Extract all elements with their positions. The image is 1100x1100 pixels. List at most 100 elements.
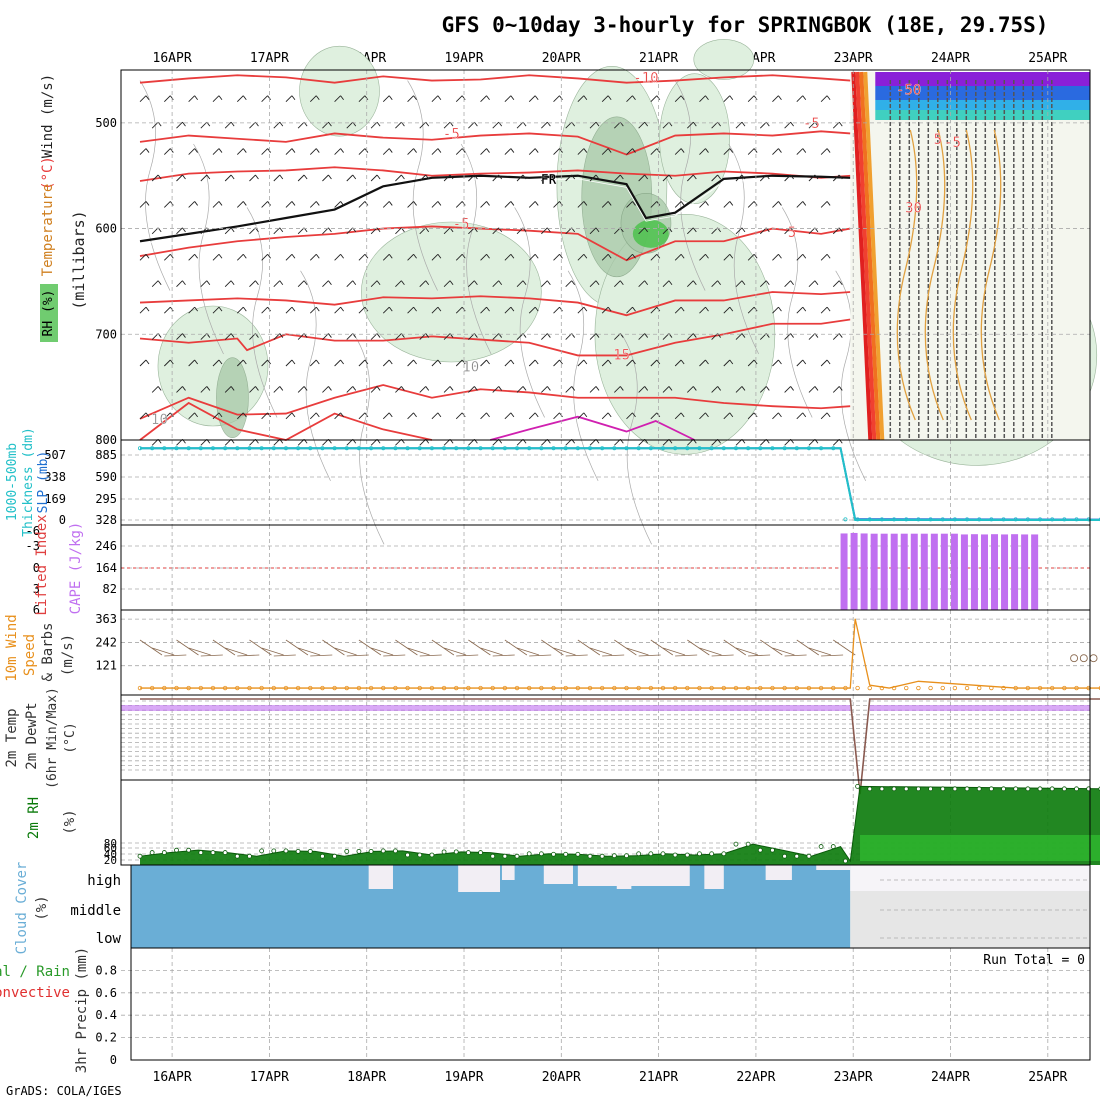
isotherm-label: 10 (462, 359, 479, 375)
ylabel-cape: CAPE (J/kg) (68, 522, 84, 615)
wind-barb (236, 95, 244, 103)
rh-marker (830, 844, 836, 849)
wind-barb-flag (729, 254, 734, 259)
wind-barb (674, 412, 682, 420)
wind-barb-flag (838, 227, 843, 233)
rh-marker (988, 786, 994, 792)
isotherm-label: -5 (803, 116, 820, 132)
wind-barb (431, 253, 439, 261)
wind-barb-flag (753, 95, 758, 100)
wind-speed-marker (794, 685, 799, 691)
wind-barb (650, 253, 658, 261)
wind-barb-flag (692, 333, 697, 338)
wind-barb (212, 253, 220, 261)
wind-speed-marker (916, 685, 921, 691)
wind-barb-flag (255, 386, 259, 391)
rh-marker (806, 853, 812, 859)
wind-barb-flag (486, 306, 490, 312)
date-label-top: 25APR (1028, 51, 1067, 66)
slp-marker (478, 446, 483, 451)
wind-barb-flag (705, 412, 709, 418)
wind-speed-marker (551, 685, 556, 691)
wind-barb-flag (242, 148, 247, 153)
wind-barb (796, 201, 804, 208)
wind-speed-marker (137, 685, 143, 691)
wind-barb (626, 201, 633, 208)
wind-speed-marker (867, 685, 872, 691)
wind-barb-flag (644, 121, 649, 127)
wind-barb (455, 148, 463, 155)
rh-marker (429, 852, 435, 858)
slp-marker (843, 517, 848, 522)
wind-barb-flag (680, 148, 685, 153)
wind-barb (164, 95, 171, 103)
wind-contour (246, 207, 278, 418)
rh-marker (1074, 786, 1079, 792)
wind-barb-flag (534, 254, 539, 259)
rh-marker (283, 848, 289, 854)
wind-barb (431, 306, 439, 314)
wind-barb (516, 280, 524, 288)
wind-barb-flag (595, 227, 600, 233)
wind-barb (309, 306, 317, 314)
wind-barb-flag (814, 386, 819, 391)
wind-barb (796, 359, 804, 367)
wind-barb (796, 306, 804, 314)
wind-barb (188, 253, 195, 261)
wind-barb-flag (680, 412, 685, 418)
wind-speed-marker (612, 685, 617, 691)
wind-barb (188, 95, 195, 103)
y-tick-precip: 0.6 (95, 986, 117, 1000)
wind-barb-10m (638, 654, 661, 657)
wind-barb-flag (437, 412, 442, 418)
ylabel-total-rain: Total / Rain (0, 964, 70, 980)
slp-marker (782, 446, 787, 451)
rh-marker (393, 848, 398, 854)
wind-barb-flag (559, 254, 563, 259)
wind-barb (577, 306, 585, 314)
cape-bar (960, 534, 968, 610)
wind-barb (553, 412, 560, 420)
wind-barb-flag (778, 412, 782, 418)
date-label-bottom: 23APR (834, 1070, 873, 1085)
rh-marker (137, 853, 143, 859)
rh-legend-swatch (40, 284, 58, 342)
ylabel-cloud: Cloud Cover (14, 862, 30, 955)
slp-marker (296, 446, 301, 451)
wind-barb-flag (559, 95, 563, 100)
wind-speed-marker (539, 685, 544, 691)
wind-barb-flag (668, 174, 673, 180)
wind-barb-flag (315, 412, 320, 418)
rh-marker (465, 850, 471, 855)
wind-barb-flag (340, 254, 344, 259)
slp-marker (916, 517, 921, 522)
wind-barb-flag (267, 95, 271, 100)
cloud-level-label: low (96, 931, 122, 947)
wind-barb (443, 333, 451, 340)
wind-barb (759, 280, 767, 288)
wind-barb (577, 201, 585, 208)
wind-barb (139, 359, 147, 367)
slp-marker (733, 446, 738, 451)
slp-marker (940, 517, 945, 522)
wind-barb (772, 306, 779, 314)
y-tick-li: 0 (33, 561, 40, 575)
cape-bar (880, 533, 888, 610)
ylabel-barbs: & Barbs (40, 622, 56, 681)
wind-barb (772, 412, 779, 420)
slp-marker (137, 446, 142, 451)
wind-barb (772, 148, 779, 155)
wind-barb (419, 386, 427, 393)
slp-marker (308, 446, 313, 451)
rh-contour-mid (216, 357, 249, 439)
isotherm-line (139, 166, 851, 182)
cloud-level-label: high (87, 873, 121, 889)
wind-barb (674, 95, 682, 103)
wind-barb (674, 253, 682, 261)
wind-barb (431, 201, 439, 208)
wind-barb-flag (583, 201, 588, 206)
wind-barb-flag (279, 280, 284, 285)
cloud-gap (765, 865, 792, 880)
wind-barb-flag (194, 306, 199, 312)
wind-barb-flag (644, 174, 649, 180)
